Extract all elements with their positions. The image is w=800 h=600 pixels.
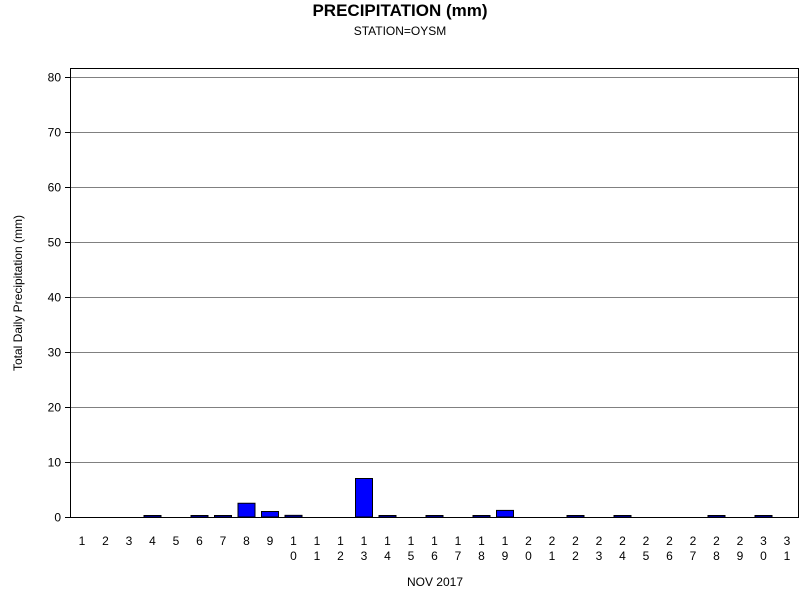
x-tick-label: 1 [79,534,86,548]
bar-day-8 [237,502,256,518]
y-tick-label: 40 [48,291,62,305]
bar-day-14 [378,515,397,518]
bars [143,478,773,518]
chart-title: PRECIPITATION (mm) [312,1,488,20]
chart-subtitle: STATION=OYSM [353,24,447,38]
bar-day-28 [707,515,726,518]
x-tick-label: 8 [243,534,250,548]
y-tick-label: 60 [48,181,62,195]
x-tick-label: 4 [149,534,156,548]
y-tick-label: 80 [48,71,62,85]
plot-area-frame [70,68,799,518]
bar-day-24 [613,515,632,518]
x-tick-label: 2 [102,534,109,548]
bar-day-9 [261,511,279,518]
y-tick-label: 50 [48,236,62,250]
x-tick-label: 9 [267,534,274,548]
bar-day-16 [425,515,444,518]
bar-day-13 [355,478,373,518]
bar-day-4 [143,515,162,518]
y-tick-label: 0 [54,511,61,525]
bar-day-10 [284,514,303,518]
x-tick-label: 7 [220,534,227,548]
y-tick-label: 30 [48,346,62,360]
y-tick-label: 10 [48,456,62,470]
x-axis-label: NOV 2017 [406,575,464,589]
bar-day-30 [754,515,773,518]
gridlines [70,77,799,463]
y-tick-label: 20 [48,401,62,415]
x-tick-label: 5 [173,534,180,548]
bar-day-7 [214,515,232,518]
x-tick-label: 3 [126,534,133,548]
y-axis: 0 10 20 30 40 50 60 70 80 [48,71,70,525]
x-axis: 1 2 3 4 5 6 7 8 9 1 01 11 21 31 41 51 61 71 81 92 02 12 22 32 42… [79,534,791,563]
bar-day-22 [566,515,585,518]
x-tick-label: 6 [196,534,203,548]
bar-day-6 [190,515,209,518]
y-tick-label: 70 [48,126,62,140]
bar-day-19 [496,509,514,518]
bar-day-18 [472,515,491,518]
